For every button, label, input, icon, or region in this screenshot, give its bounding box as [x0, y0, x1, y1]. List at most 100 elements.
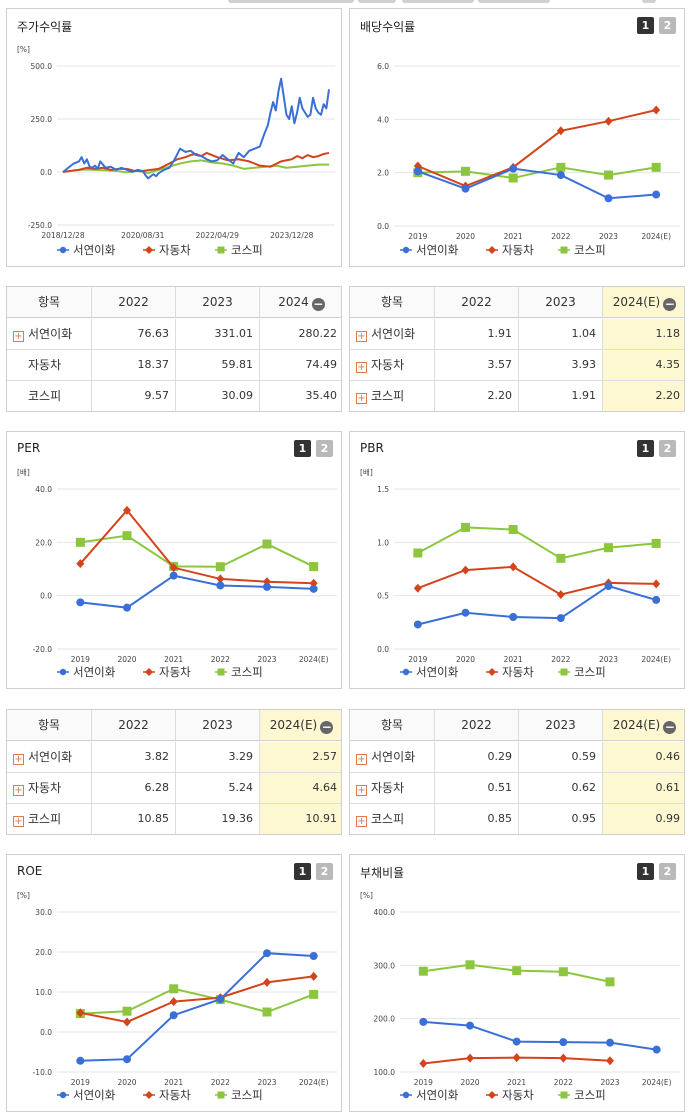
expand-icon[interactable]: +	[356, 393, 367, 404]
data-point	[76, 598, 85, 607]
y-tick-label: 0.0	[377, 645, 389, 654]
table-row: + 서연이화 1.91 1.04 1.18	[350, 319, 684, 350]
expand-icon[interactable]: +	[13, 816, 24, 827]
x-tick-label: 2019	[408, 232, 427, 241]
data-point	[652, 1045, 661, 1054]
collapse-icon[interactable]: −	[320, 720, 334, 734]
table-cell: 0.61	[602, 773, 684, 803]
table-cell: 0.51	[434, 773, 518, 803]
data-point	[559, 1038, 568, 1047]
legend-marker	[59, 668, 67, 676]
x-tick-label: 2024(E)	[641, 232, 671, 241]
y-tick-label: 20.0	[35, 948, 52, 957]
series-line-3	[62, 159, 329, 175]
data-point	[122, 531, 132, 541]
table-row: + 코스피 10.85 19.36 10.91	[7, 804, 341, 834]
data-point	[216, 581, 225, 590]
expand-icon[interactable]: +	[356, 785, 367, 796]
data-point	[75, 537, 85, 547]
collapse-icon[interactable]: −	[663, 720, 677, 734]
series-line-1	[423, 1020, 657, 1051]
data-point	[309, 989, 319, 999]
table-header-row: 항목 2022 2023 2024(E) −	[350, 287, 684, 318]
legend-marker	[488, 246, 496, 254]
legend-label-3: 코스피	[231, 243, 263, 257]
expand-icon[interactable]: +	[13, 331, 24, 342]
tab-2[interactable]: 2	[316, 863, 333, 880]
data-point	[461, 522, 470, 532]
data-point	[309, 562, 319, 572]
expand-icon[interactable]: +	[13, 785, 24, 796]
data-point	[418, 966, 428, 976]
tab-1[interactable]: 1	[637, 17, 654, 34]
series-line-2	[79, 508, 314, 585]
column-header: 2024(E) −	[602, 287, 684, 317]
row-label-cell: 자동차	[7, 350, 91, 380]
row-label-cell: + 서연이화	[7, 319, 91, 349]
column-header: 2023	[518, 287, 602, 317]
column-header-label: 2024	[278, 295, 309, 309]
table-cell: 0.46	[602, 742, 684, 772]
unit-label: [배]	[360, 468, 373, 477]
data-point	[556, 171, 565, 180]
series-line-2	[417, 109, 657, 188]
column-header-label: 2023	[545, 718, 576, 732]
data-point	[604, 582, 613, 591]
table-row: + 자동차 0.51 0.62 0.61	[350, 773, 684, 804]
expand-icon[interactable]: +	[356, 331, 367, 342]
table-cell: 3.93	[518, 350, 602, 380]
data-point	[413, 620, 422, 629]
data-point	[123, 603, 131, 612]
tab-2[interactable]: 2	[316, 440, 333, 457]
table-cell: 10.91	[259, 804, 341, 834]
tab-1[interactable]: 1	[637, 440, 654, 457]
tab-1[interactable]: 1	[294, 863, 311, 880]
column-header: 2022	[91, 287, 175, 317]
data-point	[556, 590, 565, 600]
series-line-1	[62, 77, 330, 180]
x-tick-label: 2024(E)	[299, 655, 329, 664]
data-point	[263, 577, 271, 587]
expand-icon[interactable]: +	[356, 362, 367, 373]
legend-marker	[402, 668, 410, 676]
tab-group: 1 2	[294, 863, 333, 880]
legend-marker	[217, 668, 225, 676]
expand-icon[interactable]: +	[356, 754, 367, 765]
data-point	[263, 949, 271, 958]
unit-label: [%]	[17, 45, 30, 54]
expand-icon[interactable]: +	[13, 754, 24, 765]
data-point	[263, 582, 271, 591]
data-point	[413, 548, 423, 558]
per-panel: PER 1 2 40.0 20.0 0.0 -20.0 [배] 2019 2020 2021 2…	[6, 431, 342, 689]
tab-1[interactable]: 1	[637, 863, 654, 880]
y-tick-label: 400.0	[374, 908, 396, 917]
tab-2[interactable]: 2	[659, 17, 676, 34]
legend-label-3: 코스피	[231, 665, 263, 679]
table-cell: 10.85	[91, 804, 175, 834]
unit-label: [배]	[17, 468, 30, 477]
data-point	[509, 164, 518, 173]
expand-icon[interactable]: +	[356, 816, 367, 827]
row-label: 코스피	[371, 812, 405, 826]
table-cell: 30.09	[175, 381, 259, 411]
tab-2[interactable]: 2	[659, 440, 676, 457]
column-header: 항목	[350, 287, 434, 317]
tab-1[interactable]: 1	[294, 440, 311, 457]
data-point	[169, 997, 178, 1007]
roe-chart: 30.0 20.0 10.0 0.0 -10.0 [%] 2019 2020 2021 2022 2…	[17, 891, 337, 1102]
legend-label-3: 코스피	[574, 665, 606, 679]
tab-2[interactable]: 2	[659, 863, 676, 880]
table-cell: 1.18	[602, 319, 684, 349]
y-tick-label: 1.0	[377, 538, 389, 547]
panel-title: 배당수익률	[360, 20, 416, 34]
data-point	[76, 559, 85, 569]
column-header: 2022	[434, 710, 518, 740]
collapse-icon[interactable]: −	[311, 297, 325, 311]
panel-title: PBR	[360, 441, 384, 455]
collapse-icon[interactable]: −	[663, 297, 677, 311]
y-tick-label: 0.0	[40, 592, 52, 601]
x-tick-label: 2021	[504, 232, 523, 241]
data-point	[604, 194, 613, 203]
top-strip	[0, 0, 691, 6]
data-point	[512, 1037, 521, 1046]
